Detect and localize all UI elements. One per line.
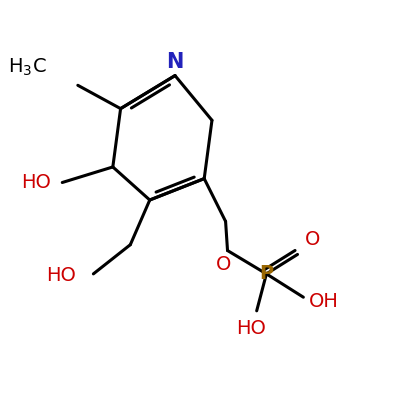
Text: O: O xyxy=(304,230,320,249)
Text: HO: HO xyxy=(46,266,76,285)
Text: OH: OH xyxy=(309,292,339,310)
Text: O: O xyxy=(216,255,231,274)
Text: N: N xyxy=(166,52,184,72)
Text: HO: HO xyxy=(21,173,51,192)
Text: P: P xyxy=(259,264,274,283)
Text: HO: HO xyxy=(236,318,266,338)
Text: H$_3$C: H$_3$C xyxy=(8,57,47,78)
